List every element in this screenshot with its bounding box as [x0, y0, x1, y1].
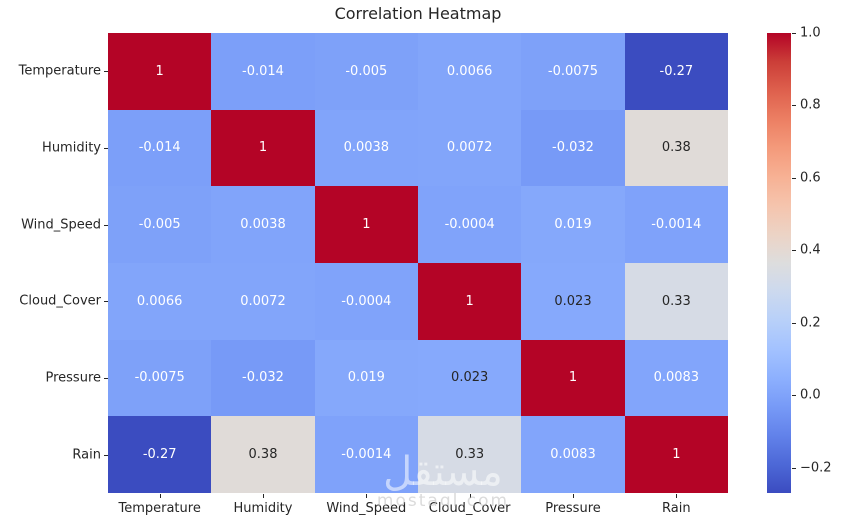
heatmap-cell: -0.0075 [521, 33, 625, 110]
x-axis-label: Temperature [118, 501, 201, 516]
colorbar-tick [792, 467, 796, 469]
heatmap-cell: -0.032 [521, 109, 625, 187]
heatmap-cell: 1 [624, 416, 728, 493]
chart-title: Correlation Heatmap [334, 4, 502, 23]
colorbar-tick-label: 0.4 [800, 242, 821, 258]
x-axis-tick [676, 494, 678, 498]
y-axis-tick [104, 148, 108, 149]
colorbar-tick-label: 1.0 [800, 25, 821, 41]
colorbar-tick-label: 0.6 [800, 170, 821, 186]
colorbar-tick [792, 322, 796, 324]
heatmap-cell: -0.0004 [314, 262, 418, 340]
colorbar-tick [792, 33, 796, 34]
colorbar-tick [792, 177, 796, 179]
y-axis-tick [104, 454, 108, 456]
x-axis-tick [366, 494, 368, 498]
heatmap-cell: -0.0014 [314, 416, 418, 493]
heatmap-cell: 0.0083 [624, 339, 728, 417]
heatmap-cell: 0.023 [521, 262, 625, 340]
heatmap-cell: -0.005 [314, 33, 418, 110]
heatmap-cell: -0.0004 [418, 186, 522, 263]
y-axis-tick [104, 224, 108, 226]
heatmap-cell: 0.0072 [211, 262, 315, 340]
heatmap-cell: 1 [418, 262, 522, 340]
colorbar-tick-label: −0.2 [800, 460, 832, 476]
x-axis-tick [469, 494, 471, 498]
heatmap-cell: -0.27 [624, 33, 728, 110]
x-axis-tick [573, 494, 574, 498]
heatmap-cell: -0.014 [211, 33, 315, 110]
heatmap-cell: 0.0083 [521, 416, 625, 493]
heatmap-cell: 0.0038 [211, 186, 315, 263]
heatmap-cell: 0.019 [521, 186, 625, 263]
colorbar-tick-label: 0.2 [800, 315, 821, 331]
x-axis-label: Pressure [545, 501, 601, 516]
heatmap-cell: -0.005 [108, 186, 212, 263]
heatmap-cell: 1 [314, 186, 418, 263]
heatmap-cell: 1 [108, 33, 212, 110]
heatmap-cell: -0.27 [108, 416, 212, 493]
x-axis-tick [263, 494, 264, 498]
heatmap-cell: -0.0075 [108, 339, 212, 417]
heatmap-cell: 0.0072 [418, 109, 522, 187]
heatmap-cell: -0.0014 [624, 186, 728, 263]
heatmap-grid: 1 -0.014 -0.005 0.0066 -0.0075 -0.27 -0.014 1 0.… [108, 33, 728, 493]
colorbar-tick [792, 105, 796, 107]
y-axis-label: Temperature [18, 63, 101, 79]
colorbar [767, 33, 791, 493]
y-axis-label: Wind_Speed [21, 217, 101, 233]
heatmap-cell: 0.0038 [314, 109, 418, 187]
colorbar-tick [792, 395, 796, 397]
y-axis-label: Rain [72, 447, 101, 463]
x-axis-label: Cloud_Cover [428, 501, 511, 516]
heatmap-cell: 0.0066 [108, 262, 212, 340]
heatmap-cell: 0.38 [211, 416, 315, 493]
heatmap-cell: 1 [211, 109, 315, 187]
y-axis-tick [104, 301, 108, 303]
y-axis-label: Humidity [42, 140, 101, 156]
y-axis-label: Pressure [45, 370, 101, 386]
y-axis-tick [104, 378, 108, 379]
x-axis-label: Rain [662, 501, 691, 516]
x-axis-label: Humidity [233, 501, 293, 516]
heatmap-cell: -0.032 [211, 339, 315, 417]
y-axis-label: Cloud_Cover [19, 293, 101, 309]
heatmap-cell: 0.38 [624, 109, 728, 187]
heatmap-cell: 0.023 [418, 339, 522, 417]
y-axis-tick [104, 71, 108, 73]
heatmap-cell: -0.014 [108, 109, 212, 187]
colorbar-tick-label: 0.0 [800, 387, 821, 403]
x-axis-label: Wind_Speed [326, 501, 407, 516]
x-axis-tick [159, 494, 161, 498]
colorbar-gradient [767, 33, 791, 493]
heatmap-cell: 0.33 [624, 262, 728, 340]
colorbar-tick-label: 0.8 [800, 97, 821, 113]
heatmap-cell: 1 [521, 339, 625, 417]
colorbar-tick [792, 250, 796, 252]
heatmap-cell: 0.019 [314, 339, 418, 417]
heatmap-cell: 0.0066 [418, 33, 522, 110]
heatmap-cell: 0.33 [418, 416, 522, 493]
